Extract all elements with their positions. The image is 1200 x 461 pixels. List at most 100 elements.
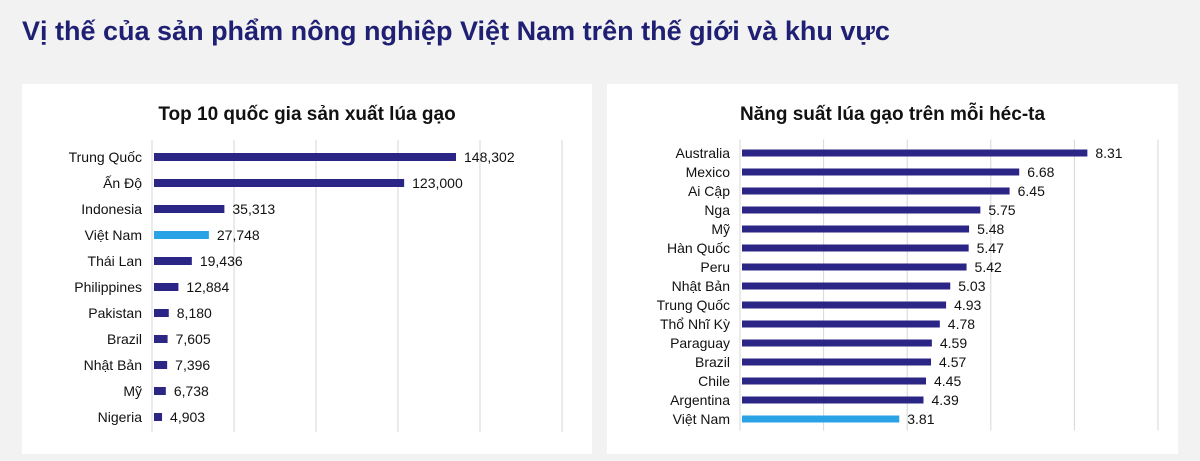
category-label: Ấn Độ	[103, 175, 142, 191]
category-label: Philippines	[74, 279, 142, 295]
bar-row: Brazil 4.57	[695, 354, 967, 370]
bar	[742, 225, 970, 233]
bar-highlight	[154, 231, 209, 239]
bar-row: Peru 5.42	[700, 259, 1002, 275]
bar	[154, 257, 192, 265]
bar-row: Hàn Quốc 5.47	[667, 240, 1004, 256]
bar	[154, 309, 169, 317]
bar-row: Việt Nam 27,748	[85, 227, 260, 243]
bar-row: Thái Lan 19,436	[88, 253, 243, 269]
bar	[742, 187, 1010, 195]
value-label: 19,436	[200, 253, 243, 269]
value-label: 4.93	[954, 297, 981, 313]
bar	[742, 282, 951, 290]
bar	[742, 320, 940, 328]
bar-row: Thổ Nhĩ Kỳ 4.78	[660, 316, 975, 332]
bar-row: Philippines 12,884	[74, 279, 229, 295]
value-label: 4.45	[934, 373, 961, 389]
category-label: Trung Quốc	[69, 149, 142, 165]
category-label: Thổ Nhĩ Kỳ	[660, 316, 730, 332]
bar-row: Nhật Bản 5.03	[672, 278, 986, 294]
bar	[154, 361, 168, 369]
value-label: 4.57	[939, 354, 966, 370]
bar	[154, 387, 166, 395]
value-label: 3.81	[907, 411, 934, 427]
value-label: 5.47	[977, 240, 1004, 256]
category-label: Nigeria	[98, 409, 143, 425]
category-label: Mexico	[686, 164, 731, 180]
category-label: Indonesia	[81, 201, 142, 217]
bar-row: Indonesia 35,313	[81, 201, 275, 217]
category-label: Paraguay	[670, 335, 730, 351]
bar-row: Pakistan 8,180	[88, 305, 212, 321]
bar	[154, 335, 168, 343]
bar	[742, 339, 932, 347]
bar-row: Nigeria 4,903	[98, 409, 206, 425]
value-label: 4.39	[932, 392, 959, 408]
category-label: Mỹ	[711, 221, 730, 237]
bar-row: Ai Cập 6.45	[688, 183, 1045, 199]
bar-highlight	[742, 415, 900, 423]
bar	[742, 244, 969, 252]
value-label: 12,884	[186, 279, 229, 295]
bar	[742, 168, 1020, 176]
category-label: Ai Cập	[688, 183, 730, 199]
value-label: 5.03	[958, 278, 985, 294]
value-label: 4,903	[170, 409, 205, 425]
category-label: Hàn Quốc	[667, 240, 730, 256]
category-label: Brazil	[107, 331, 142, 347]
rice-production-chart-panel: Top 10 quốc gia sản xuất lúa gạo Trung Q…	[22, 84, 592, 454]
rice-yield-chart-panel: Năng suất lúa gạo trên mỗi héc-ta Austra…	[607, 84, 1178, 454]
value-label: 5.48	[977, 221, 1004, 237]
bar-row: Argentina 4.39	[670, 392, 959, 408]
value-label: 7,396	[175, 357, 210, 373]
bar	[154, 283, 179, 291]
category-label: Peru	[700, 259, 730, 275]
rice-yield-chart: Australia 8.31 Mexico 6.68 Ai Cập 6.45 Nga 5.75…	[657, 139, 1159, 431]
value-label: 123,000	[412, 175, 463, 191]
bar-row: Brazil 7,605	[107, 331, 211, 347]
bar	[742, 377, 927, 385]
chart-title-production: Top 10 quốc gia sản xuất lúa gạo	[158, 104, 456, 125]
bar-row: Chile 4.45	[698, 373, 961, 389]
bar	[742, 396, 924, 404]
bar-row: Nhật Bản 7,396	[84, 357, 211, 373]
bar-row: Mỹ 5.48	[711, 221, 1004, 237]
value-label: 4.78	[948, 316, 975, 332]
category-label: Nhật Bản	[84, 357, 142, 373]
category-label: Nga	[704, 202, 730, 218]
value-label: 8.31	[1095, 145, 1122, 161]
category-label: Mỹ	[123, 383, 142, 399]
bar	[154, 413, 163, 421]
category-label: Australia	[676, 145, 731, 161]
category-label: Argentina	[670, 392, 730, 408]
category-label: Nhật Bản	[672, 278, 730, 294]
category-label: Brazil	[695, 354, 730, 370]
bar	[742, 263, 967, 271]
bar-row: Trung Quốc 4.93	[657, 297, 982, 313]
bar-row: Ấn Độ 123,000	[103, 175, 463, 191]
value-label: 6,738	[174, 383, 209, 399]
bar-row: Australia 8.31	[676, 145, 1123, 161]
bar	[742, 301, 947, 309]
chart-title-yield: Năng suất lúa gạo trên mỗi héc-ta	[739, 104, 1046, 125]
bar	[154, 153, 457, 161]
bar	[742, 206, 981, 214]
bar-row: Paraguay 4.59	[670, 335, 967, 351]
value-label: 148,302	[464, 149, 515, 165]
category-label: Việt Nam	[85, 227, 142, 243]
value-label: 5.42	[975, 259, 1002, 275]
value-label: 35,313	[232, 201, 275, 217]
bar-row: Việt Nam 3.81	[673, 411, 935, 427]
bar	[742, 358, 932, 366]
category-label: Pakistan	[88, 305, 142, 321]
category-label: Thái Lan	[88, 253, 142, 269]
category-label: Trung Quốc	[657, 297, 730, 313]
value-label: 4.59	[940, 335, 967, 351]
bar	[154, 179, 405, 187]
value-label: 5.75	[988, 202, 1015, 218]
rice-production-chart: Trung Quốc 148,302 Ấn Độ 123,000 Indonesia 35…	[69, 140, 563, 432]
bar-row: Mexico 6.68	[686, 164, 1055, 180]
gridlines	[151, 140, 563, 432]
bar-row: Nga 5.75	[704, 202, 1015, 218]
